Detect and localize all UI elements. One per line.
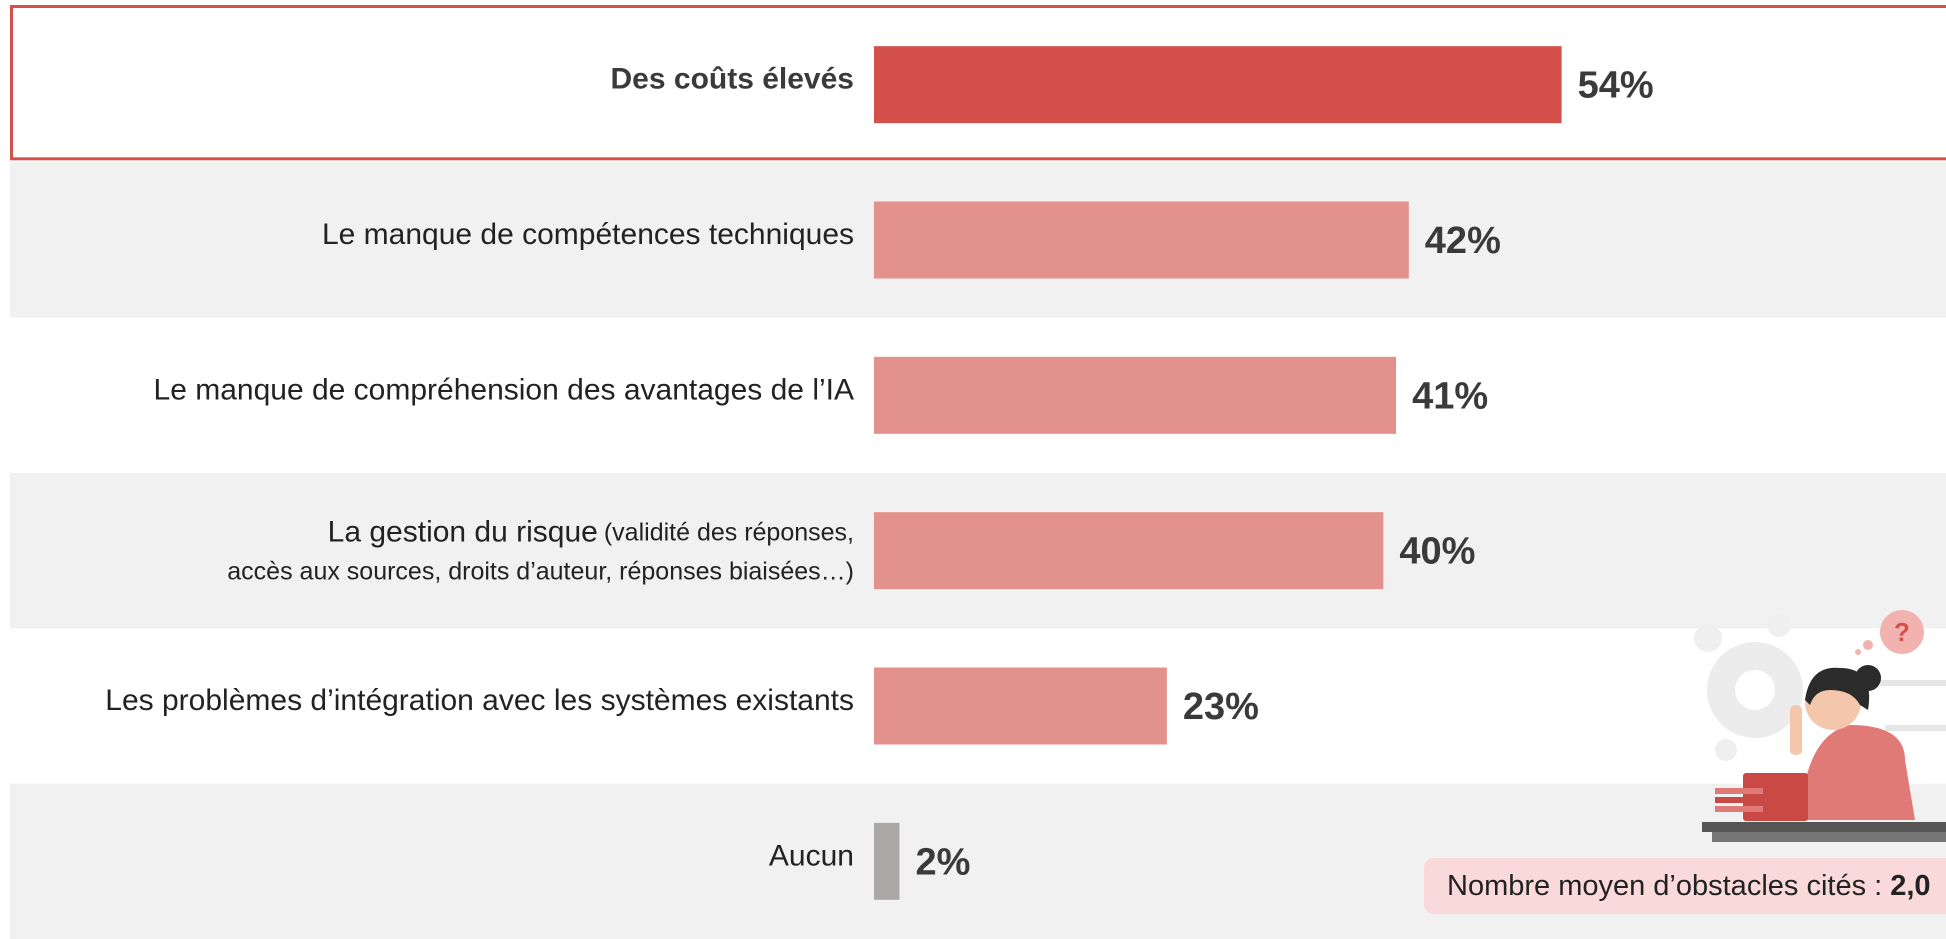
category-name: La gestion du risque <box>328 516 598 549</box>
category-label: Des coûts élevés <box>611 63 854 96</box>
category-detail: (validité des réponses, <box>604 518 854 546</box>
svg-text:?: ? <box>1894 617 1910 647</box>
bar <box>874 46 1562 123</box>
note-text: Nombre moyen d’obstacles cités : <box>1447 870 1882 902</box>
category-label: Les problèmes d’intégration avec les sys… <box>105 684 854 717</box>
value-label: 2% <box>915 841 970 883</box>
category-label: Aucun <box>769 839 854 872</box>
value-label: 42% <box>1425 220 1501 262</box>
bar <box>874 357 1396 434</box>
category-detail: accès aux sources, droits d’auteur, répo… <box>227 557 854 585</box>
bar <box>874 823 899 900</box>
note-value: 2,0 <box>1890 870 1930 902</box>
category-label: Le manque de compréhension des avantages… <box>154 373 854 406</box>
value-label: 23% <box>1183 686 1259 728</box>
row-backgrounds <box>10 7 1946 939</box>
illustration: ? <box>1694 610 1946 842</box>
value-label: 40% <box>1399 531 1475 573</box>
bar <box>874 668 1167 745</box>
category-label: La gestion du risque(validité des répons… <box>328 516 854 549</box>
bar <box>874 202 1409 279</box>
value-label: 41% <box>1412 375 1488 417</box>
chart: Des coûts élevés 54% Le manque de compéten… <box>0 0 1946 939</box>
page: Des coûts élevés 54% Le manque de compéten… <box>0 0 1946 939</box>
value-label: 54% <box>1578 65 1654 107</box>
note: Nombre moyen d’obstacles cités :2,0 <box>1447 870 1931 902</box>
category-label: Le manque de compétences techniques <box>322 218 854 251</box>
bar <box>874 512 1383 589</box>
